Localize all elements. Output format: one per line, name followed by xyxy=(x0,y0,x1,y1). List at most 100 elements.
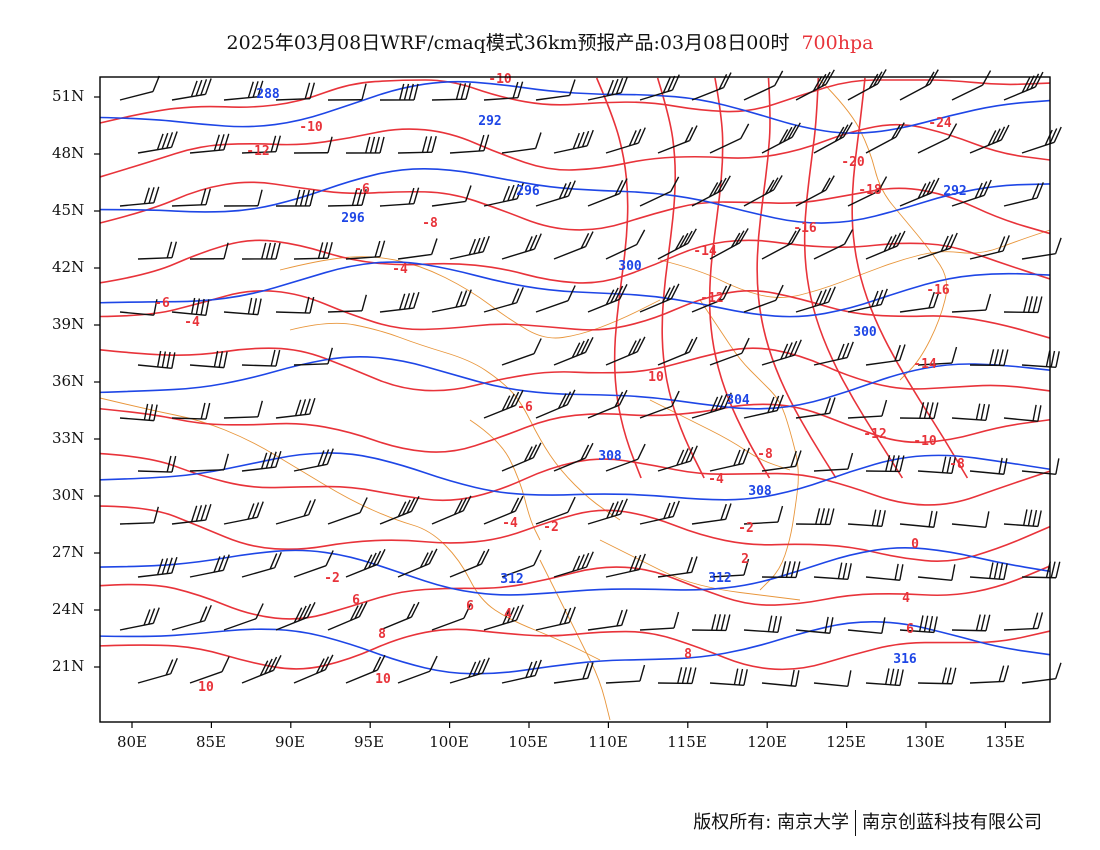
wind-barb-feather xyxy=(511,605,520,622)
wind-barb-feather xyxy=(670,176,680,192)
wind-barb-shaft xyxy=(275,311,311,314)
wind-barb-feather xyxy=(818,289,827,306)
wind-barb-feather xyxy=(205,188,212,205)
wind-barb-feather xyxy=(502,608,511,625)
border-line xyxy=(819,79,948,381)
wind-barb-shaft xyxy=(223,311,258,316)
wind-barb-feather xyxy=(257,298,262,315)
wind-barb-shaft xyxy=(813,243,845,260)
wind-barb-feather xyxy=(684,338,694,355)
wind-barb-feather xyxy=(666,285,676,301)
wind-barb-shaft xyxy=(275,97,311,101)
temperature-contour-label: -4 xyxy=(184,315,200,330)
height-contour-label: 308 xyxy=(748,484,772,499)
wind-barb-feather xyxy=(998,457,1003,474)
wind-barb-shaft xyxy=(951,194,985,207)
wind-barb-feather xyxy=(374,136,380,154)
temperature-contour-label: -2 xyxy=(324,571,340,586)
wind-barb-shaft xyxy=(241,150,277,154)
wind-barb-shaft xyxy=(137,146,172,154)
wind-barb-feather xyxy=(1003,665,1010,682)
wind-barb-shaft xyxy=(483,404,516,419)
wind-barb-feather xyxy=(1022,509,1028,526)
wind-barb-feather xyxy=(940,235,949,252)
wind-barb-feather xyxy=(933,402,939,419)
wind-barb-shaft xyxy=(293,463,328,472)
wind-barb-feather xyxy=(587,662,594,679)
wind-barb-shaft xyxy=(847,303,882,313)
wind-barb-feather xyxy=(510,497,520,514)
wind-barb-shaft xyxy=(899,629,934,634)
wind-barb-feather xyxy=(582,662,589,680)
wind-barb-shaft xyxy=(709,242,741,260)
wind-barb-shaft xyxy=(189,149,224,154)
wind-barb-feather xyxy=(557,393,567,409)
wind-barb-feather xyxy=(928,402,934,419)
wind-barb-feather xyxy=(720,503,727,521)
wind-barb-shaft xyxy=(917,576,952,582)
wind-barb-shaft xyxy=(917,137,949,154)
wind-barb-feather xyxy=(767,396,775,413)
wind-barb-shaft xyxy=(587,298,620,313)
wind-barb-shaft xyxy=(449,149,484,154)
wind-barb-shaft xyxy=(1003,627,1038,631)
wind-barb-feather xyxy=(925,71,935,87)
wind-barb-feather xyxy=(686,556,693,574)
wind-barb-shaft xyxy=(501,248,535,260)
wind-barb-feather xyxy=(501,395,511,411)
wind-barb-shaft xyxy=(553,351,586,366)
wind-barb-shaft xyxy=(657,460,691,472)
wind-barb-feather xyxy=(606,502,615,519)
wind-barb-feather xyxy=(205,299,210,316)
wind-barb-feather xyxy=(1037,405,1042,422)
wind-barb-feather xyxy=(309,397,316,415)
wind-barb-shaft xyxy=(223,516,258,525)
temperature-contour-label: 2 xyxy=(741,552,749,567)
wind-barb-feather xyxy=(274,552,282,569)
wind-barb-feather xyxy=(205,402,211,420)
wind-barb-feather xyxy=(200,79,208,96)
wind-barb-feather xyxy=(398,293,406,310)
wind-barb-shaft xyxy=(951,417,986,421)
wind-barb-feather xyxy=(221,656,230,672)
axis-ticks xyxy=(94,96,1007,728)
wind-barb-feather xyxy=(671,390,680,407)
wind-barb-feather xyxy=(926,179,936,196)
wind-barb-feather xyxy=(614,285,624,302)
wind-barb-feather xyxy=(502,185,510,203)
wind-barb-feather xyxy=(403,83,410,101)
wind-barb-feather xyxy=(829,397,836,414)
wind-barb-feather xyxy=(372,550,382,567)
wind-barb-feather xyxy=(524,236,533,253)
wind-barb-shaft xyxy=(917,247,951,260)
wind-barb-feather xyxy=(269,553,278,570)
wind-barb-feather xyxy=(148,187,155,204)
wind-barb-feather xyxy=(795,450,802,467)
title-main: 2025年03月08日WRF/cmaq模式36km预报产品:03月08日00时 xyxy=(226,32,790,54)
wind-barb-feather xyxy=(152,75,160,92)
wind-barb-feather xyxy=(616,609,623,627)
wind-barb-feather xyxy=(928,510,933,527)
wind-barb-shaft xyxy=(119,202,154,207)
wind-barb-feather xyxy=(468,661,477,678)
temperature-contour-label: 0 xyxy=(911,537,919,552)
wind-barb-shaft xyxy=(951,629,987,632)
wind-barb-feather xyxy=(533,338,542,354)
wind-barb-feather xyxy=(998,665,1005,682)
wind-barb-feather xyxy=(677,667,683,684)
wind-barb-shaft xyxy=(709,682,744,686)
wind-barb-shaft xyxy=(535,94,570,101)
height-contour-label: 300 xyxy=(618,259,642,274)
wind-barb-feather xyxy=(722,283,732,300)
wind-barb-shaft xyxy=(1021,470,1056,476)
wind-barb-feather xyxy=(295,189,301,207)
temperature-contour-label: -4 xyxy=(708,472,724,487)
wind-barb-shaft xyxy=(293,669,326,684)
wind-barb-shaft xyxy=(691,518,726,525)
wind-barb-feather xyxy=(369,136,376,154)
wind-barb-shaft xyxy=(917,470,952,474)
wind-barb-shaft xyxy=(171,620,205,631)
wind-barb-feather xyxy=(889,455,896,472)
temperature-contour-label: -10 xyxy=(299,120,323,135)
wind-barb-feather xyxy=(718,285,728,302)
